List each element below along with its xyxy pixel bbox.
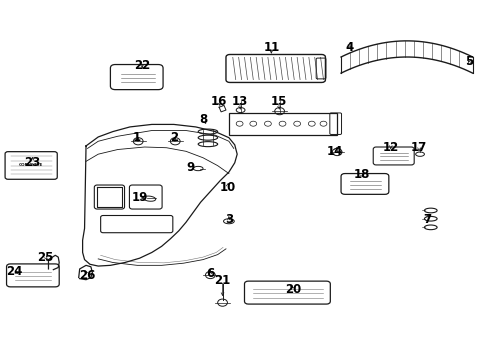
- Text: 24: 24: [6, 265, 22, 278]
- Text: 23: 23: [24, 156, 41, 168]
- Text: 3: 3: [224, 213, 232, 226]
- Text: 1: 1: [133, 131, 141, 144]
- Text: 26: 26: [79, 269, 96, 282]
- Text: 25: 25: [37, 251, 54, 264]
- Text: 13: 13: [231, 95, 247, 108]
- Text: 7: 7: [423, 213, 430, 226]
- Text: 19: 19: [131, 192, 147, 204]
- Text: 4: 4: [345, 41, 353, 54]
- Text: 14: 14: [326, 145, 342, 158]
- Text: 8: 8: [199, 113, 207, 126]
- Text: 18: 18: [353, 168, 369, 181]
- Text: 5: 5: [464, 55, 472, 68]
- Text: 2: 2: [169, 131, 178, 144]
- Text: 17: 17: [410, 141, 427, 154]
- Text: 20: 20: [285, 283, 301, 296]
- Text: 11: 11: [263, 41, 279, 54]
- Text: 22: 22: [134, 59, 150, 72]
- Text: 10: 10: [219, 181, 235, 194]
- Text: 16: 16: [210, 95, 226, 108]
- Text: CORVETTE: CORVETTE: [19, 163, 43, 167]
- Text: 12: 12: [382, 141, 398, 154]
- Text: 9: 9: [186, 161, 195, 174]
- Text: 21: 21: [214, 274, 230, 287]
- Text: 6: 6: [206, 267, 214, 280]
- Text: 15: 15: [270, 95, 286, 108]
